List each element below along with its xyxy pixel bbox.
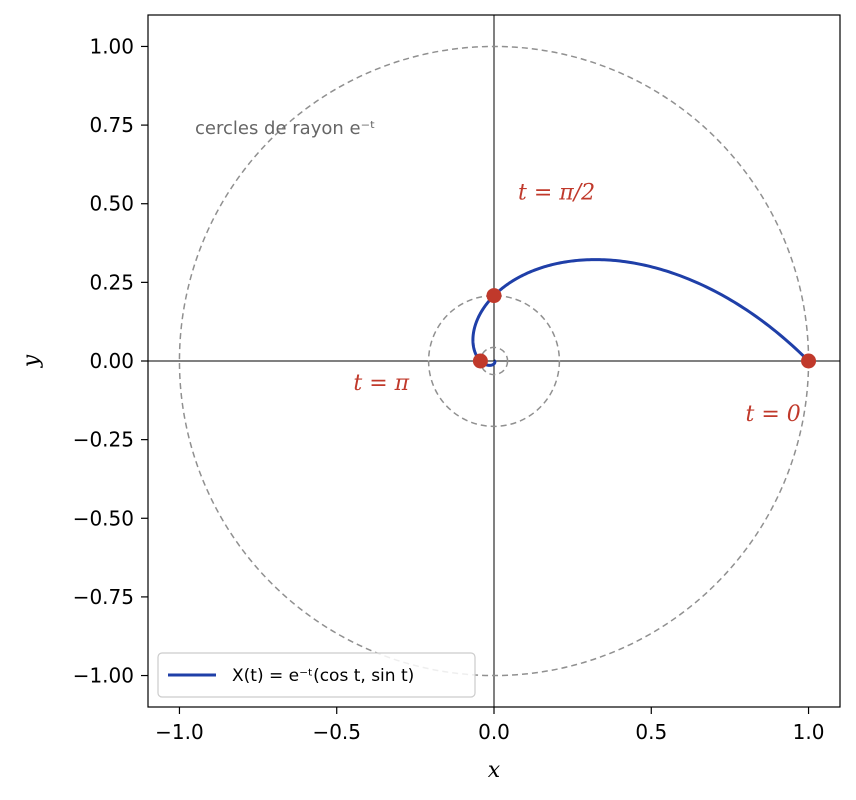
y-tick-label: −1.00 <box>73 664 134 688</box>
point-annotation: t = 0 <box>746 402 801 427</box>
y-tick-label: −0.25 <box>73 428 134 452</box>
legend-label: X(t) = e⁻ᵗ(cos t, sin t) <box>232 666 414 686</box>
point-annotation: t = π/2 <box>518 181 595 206</box>
marker-point <box>801 353 817 369</box>
y-tick-label: 0.75 <box>89 113 134 137</box>
legend: X(t) = e⁻ᵗ(cos t, sin t) <box>157 652 476 698</box>
y-tick-label: −0.75 <box>73 585 134 609</box>
marker-point <box>472 353 488 369</box>
point-annotation: t = π <box>353 371 409 396</box>
x-tick-label: 0.5 <box>635 720 667 744</box>
y-axis-label: y <box>19 354 44 368</box>
y-tick-label: 0.25 <box>89 270 134 294</box>
circles-note: cercles de rayon e⁻ᵗ <box>195 118 375 139</box>
x-axis-label: x <box>488 758 501 783</box>
y-tick-label: −0.50 <box>73 506 134 530</box>
legend-box <box>157 652 476 698</box>
guide-circle <box>427 294 561 428</box>
x-tick-label: −1.0 <box>155 720 204 744</box>
y-tick-label: 0.50 <box>89 192 134 216</box>
y-tick-label: 1.00 <box>89 34 134 58</box>
x-tick-label: 1.0 <box>793 720 825 744</box>
x-tick-label: 0.0 <box>478 720 510 744</box>
series-line <box>471 258 810 367</box>
y-tick-label: 0.00 <box>89 349 134 373</box>
x-tick-label: −0.5 <box>312 720 361 744</box>
marker-point <box>486 288 502 304</box>
